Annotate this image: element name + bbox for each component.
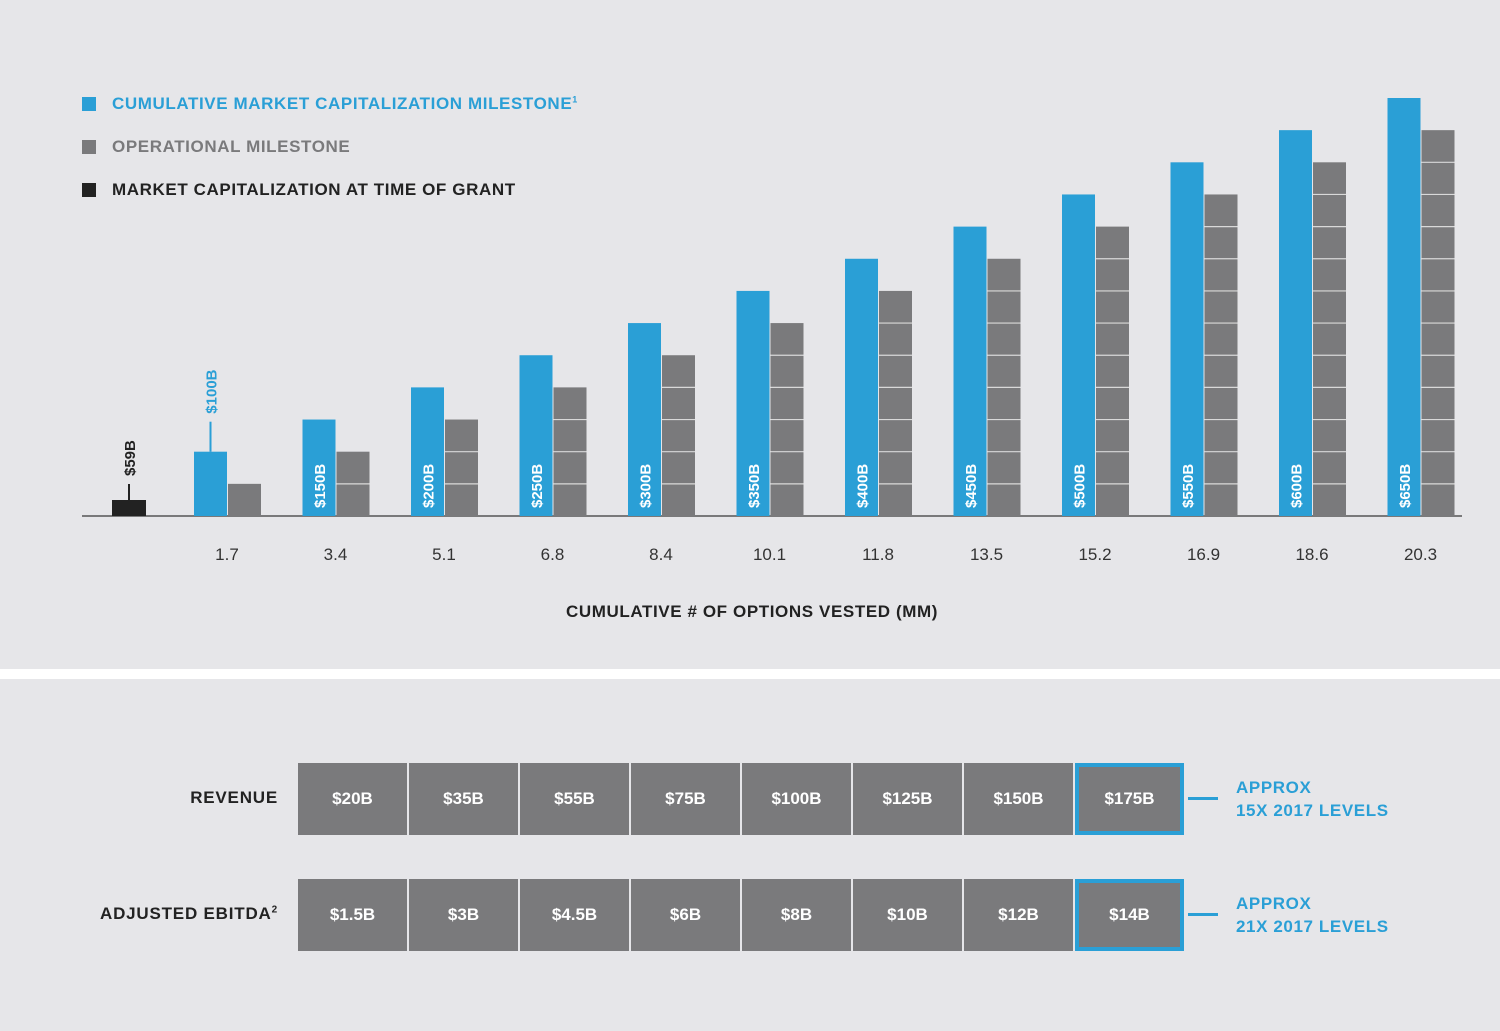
x-tick-label: 1.7 [215, 545, 239, 564]
market-cap-bar [411, 387, 444, 516]
legend-swatch-black [82, 183, 96, 197]
x-tick-label: 10.1 [752, 545, 787, 564]
revenue-cell-highlight: $175B [1075, 763, 1184, 835]
operational-bar [445, 419, 478, 516]
market-cap-bar [1170, 162, 1204, 517]
revenue-milestone-row: $20B $35B $55B $75B $100B $125B $150B $1… [298, 763, 1186, 835]
revenue-approx-note: APPROX 15X 2017 LEVELS [1236, 776, 1389, 822]
grant-value-label: $59B [122, 440, 139, 476]
legend-swatch-blue [82, 97, 96, 111]
x-tick-label: 16.9 [1186, 545, 1221, 564]
market-cap-value-label: $650B [1397, 464, 1414, 508]
market-cap-bar [194, 451, 227, 516]
legend-swatch-gray [82, 140, 96, 154]
ebitda-connector-line [1188, 913, 1218, 916]
ebitda-cell: $3B [409, 879, 518, 951]
ebitda-cell: $12B [964, 879, 1073, 951]
ebitda-cell: $4.5B [520, 879, 629, 951]
market-cap-value-label: $350B [746, 464, 763, 508]
operational-bar [879, 290, 912, 516]
row-label-adjusted-ebitda: ADJUSTED EBITDA2 [100, 904, 278, 923]
legend-label: CUMULATIVE MARKET CAPITALIZATION MILESTO… [112, 94, 578, 113]
bar-chart: $59B $100B $150B $200B $250B $300B $350B $400B $… [82, 98, 1462, 517]
row-label-revenue: REVENUE [190, 788, 278, 807]
market-cap-value-label: $450B [963, 464, 980, 508]
x-tick-label: 8.4 [649, 545, 673, 564]
legend-item-operational-milestone: OPERATIONAL MILESTONE [82, 137, 350, 157]
ebitda-milestone-row: $1.5B $3B $4.5B $6B $8B $10B $12B $14B [298, 879, 1186, 951]
market-cap-bar [845, 258, 878, 516]
x-tick-label: 5.1 [432, 545, 456, 564]
x-axis-label: CUMULATIVE # OF OPTIONS VESTED (MM) [565, 602, 939, 621]
x-tick-label: 3.4 [323, 545, 348, 564]
market-cap-bar [1279, 130, 1312, 516]
ebitda-cell: $1.5B [298, 879, 407, 951]
approx-line: APPROX [1236, 894, 1312, 913]
x-tick-label: 6.8 [540, 545, 565, 564]
revenue-cell: $20B [298, 763, 407, 835]
ebitda-cell: $8B [742, 879, 851, 951]
market-cap-bar [302, 419, 336, 516]
x-tick-label: 15.2 [1078, 545, 1112, 564]
market-cap-value-label: $600B [1289, 464, 1306, 508]
ebitda-cell-highlight: $14B [1075, 879, 1184, 951]
revenue-cell: $125B [853, 763, 962, 835]
market-cap-value-label: $500B [1072, 464, 1089, 508]
section-divider [0, 669, 1500, 679]
operational-bar [1313, 162, 1346, 517]
market-cap-value-label: $300B [638, 464, 655, 508]
approx-line: APPROX [1236, 778, 1312, 797]
revenue-connector-line [1188, 797, 1218, 800]
grant-bar [112, 500, 146, 516]
market-cap-bar [519, 355, 553, 516]
x-tick-label: 18.6 [1295, 545, 1329, 564]
market-cap-value-label: $550B [1180, 464, 1197, 508]
market-cap-bar [1387, 98, 1421, 516]
legend-label: OPERATIONAL MILESTONE [112, 137, 351, 156]
ebitda-cell: $6B [631, 879, 740, 951]
x-tick-label: 11.8 [862, 545, 894, 564]
market-cap-value-label: $100B [204, 369, 221, 413]
operational-bar [1096, 226, 1129, 516]
legend-item-grant-market-cap: MARKET CAPITALIZATION AT TIME OF GRANT [82, 180, 516, 200]
revenue-cell: $75B [631, 763, 740, 835]
x-tick-label: 20.3 [1403, 545, 1438, 564]
approx-line: 15X 2017 LEVELS [1236, 801, 1389, 820]
operational-bar [662, 355, 695, 516]
market-cap-value-label: $250B [529, 464, 546, 508]
ebitda-cell: $10B [853, 879, 962, 951]
market-cap-value-label: $150B [312, 464, 329, 508]
legend-item-market-cap-milestone: CUMULATIVE MARKET CAPITALIZATION MILESTO… [82, 94, 578, 114]
revenue-cell: $35B [409, 763, 518, 835]
market-cap-bar [953, 226, 987, 516]
x-tick-label: 13.5 [969, 545, 1004, 564]
ebitda-approx-note: APPROX 21X 2017 LEVELS [1236, 892, 1389, 938]
market-cap-value-label: $200B [421, 464, 438, 508]
market-cap-bar [628, 323, 661, 516]
revenue-cell: $55B [520, 763, 629, 835]
market-cap-value-label: $400B [855, 464, 872, 508]
revenue-cell: $100B [742, 763, 851, 835]
market-cap-bar [1062, 194, 1095, 516]
operational-bar [228, 483, 261, 516]
approx-line: 21X 2017 LEVELS [1236, 917, 1389, 936]
revenue-cell: $150B [964, 763, 1073, 835]
market-cap-bar [736, 290, 770, 516]
legend-label: MARKET CAPITALIZATION AT TIME OF GRANT [112, 180, 516, 199]
